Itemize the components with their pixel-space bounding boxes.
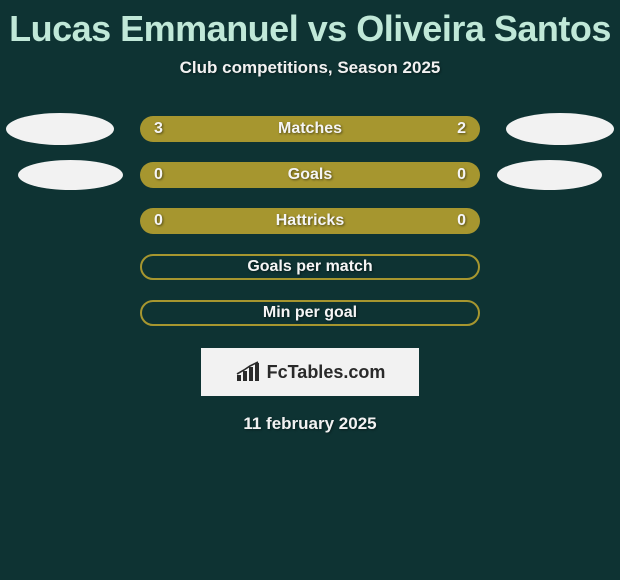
stat-row-min-per-goal: Min per goal <box>0 300 620 326</box>
player1-badge <box>6 113 114 145</box>
stat-bar: 3 Matches 2 <box>140 116 480 142</box>
stat-row-hattricks: 0 Hattricks 0 <box>0 208 620 234</box>
stat-bar: 0 Goals 0 <box>140 162 480 188</box>
player1-name: Lucas Emmanuel <box>9 8 298 49</box>
vs-separator: vs <box>308 8 347 49</box>
player2-badge <box>506 113 614 145</box>
player2-name: Oliveira Santos <box>356 8 611 49</box>
stat-bar: Min per goal <box>140 300 480 326</box>
stat-label: Min per goal <box>142 304 478 322</box>
date-label: 11 february 2025 <box>0 414 620 434</box>
stat-bar: Goals per match <box>140 254 480 280</box>
player1-badge <box>18 160 123 190</box>
stat-value-right: 0 <box>457 166 466 184</box>
page-title: Lucas Emmanuel vs Oliveira Santos <box>0 0 620 50</box>
stat-row-goals-per-match: Goals per match <box>0 254 620 280</box>
comparison-card: Lucas Emmanuel vs Oliveira Santos Club c… <box>0 0 620 434</box>
stat-row-matches: 3 Matches 2 <box>0 116 620 142</box>
stat-bar: 0 Hattricks 0 <box>140 208 480 234</box>
stat-label: Hattricks <box>140 212 480 230</box>
stat-label: Goals per match <box>142 258 478 276</box>
brand-badge: FcTables.com <box>201 348 419 396</box>
chart-bars-icon <box>235 361 263 383</box>
stat-rows: 3 Matches 2 0 Goals 0 0 Hattricks 0 <box>0 116 620 326</box>
brand-text: FcTables.com <box>267 362 386 383</box>
stat-label: Goals <box>140 166 480 184</box>
stat-value-right: 0 <box>457 212 466 230</box>
subtitle: Club competitions, Season 2025 <box>0 58 620 78</box>
stat-row-goals: 0 Goals 0 <box>0 162 620 188</box>
player2-badge <box>497 160 602 190</box>
stat-label: Matches <box>140 120 480 138</box>
stat-value-right: 2 <box>457 120 466 138</box>
